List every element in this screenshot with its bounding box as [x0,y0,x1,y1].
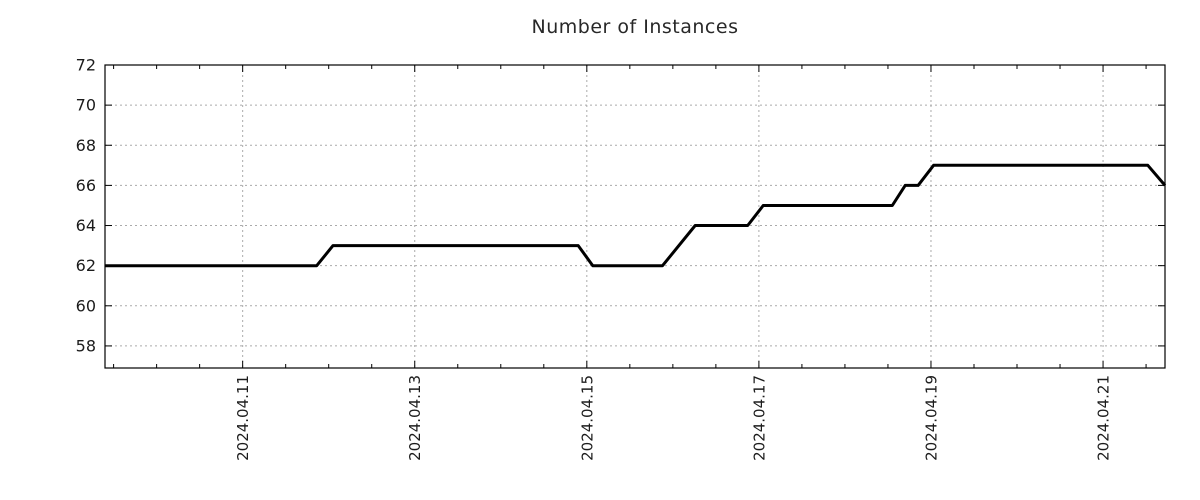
x-tick-label: 2024.04.13 [406,375,424,461]
y-tick-label: 64 [76,216,96,235]
plot-frame [104,64,1166,369]
y-tick-label: 60 [76,296,96,315]
x-tick-label: 2024.04.15 [578,375,596,461]
y-tick-label: 66 [76,176,96,195]
y-tick-label: 70 [76,96,96,115]
x-tick-label: 2024.04.17 [750,375,768,461]
x-tick-label: 2024.04.19 [922,375,940,461]
y-tick-label: 72 [76,56,96,75]
y-tick-label: 62 [76,256,96,275]
data-line-instances [105,163,1167,268]
chart-title: Number of Instances [531,16,739,38]
y-tick-label: 58 [76,336,96,355]
x-tick-label: 2024.04.21 [1095,375,1113,461]
x-tick-label: 2024.04.11 [234,375,252,461]
y-tick-label: 68 [76,136,96,155]
